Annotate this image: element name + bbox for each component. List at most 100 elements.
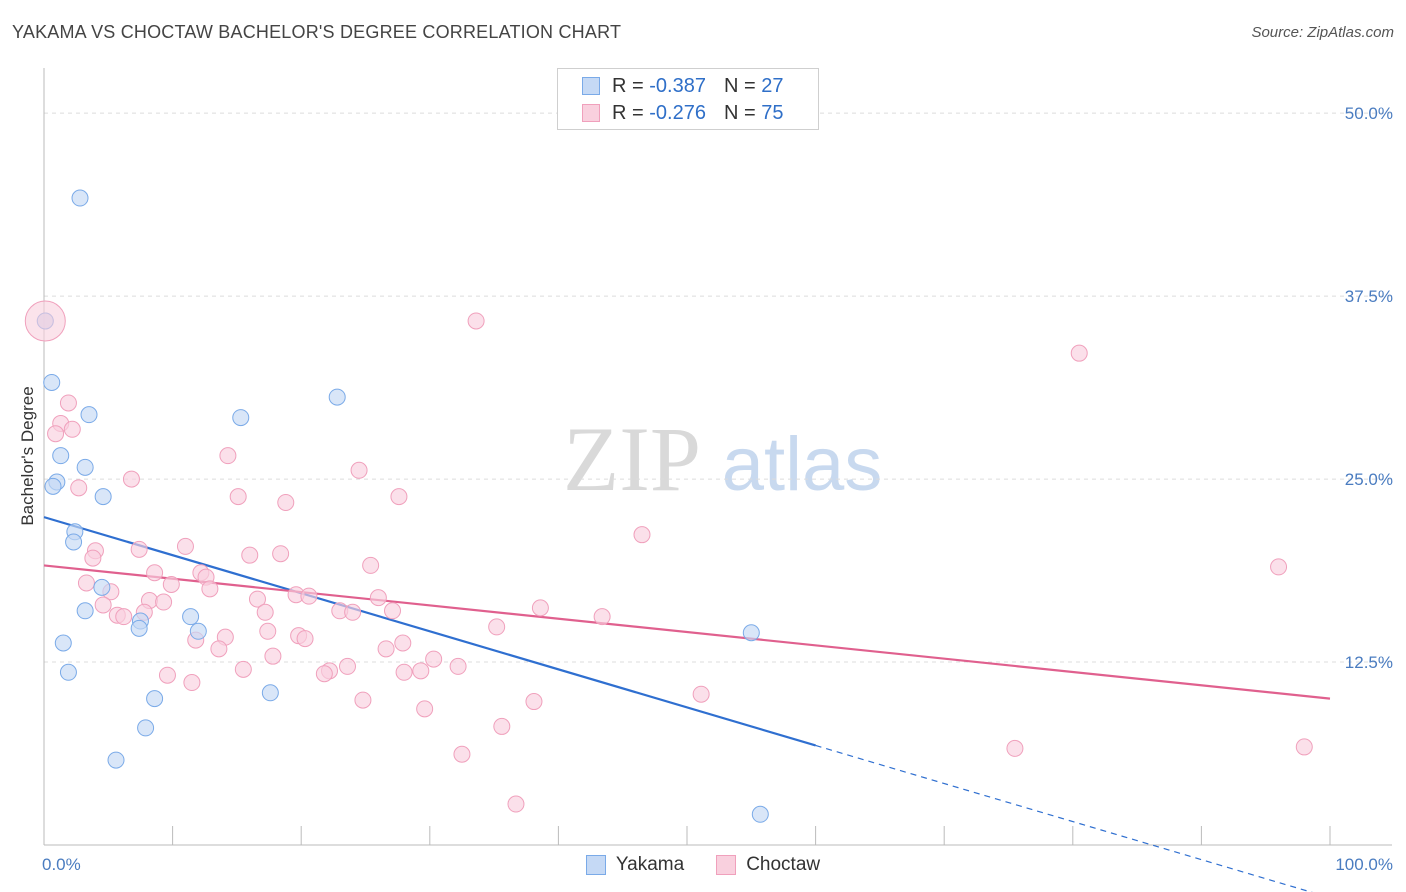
choctaw-point-43 bbox=[344, 603, 362, 621]
choctaw-point-21 bbox=[362, 556, 380, 574]
choctaw-point-58 bbox=[449, 657, 467, 675]
choctaw-point-26 bbox=[162, 575, 180, 593]
watermark: ZIP atlas bbox=[563, 408, 882, 510]
legend-choctaw-label: Choctaw bbox=[746, 854, 821, 875]
data-points bbox=[24, 189, 1313, 823]
choctaw-point-7 bbox=[219, 447, 237, 465]
choctaw-point-69 bbox=[416, 700, 434, 718]
choctaw-trend-line bbox=[43, 564, 1331, 700]
y-tick-label-2: 37.5% bbox=[1345, 287, 1393, 306]
yakama-n-value: 27 bbox=[761, 74, 784, 97]
choctaw-point-13 bbox=[277, 493, 295, 511]
choctaw-point-55 bbox=[264, 647, 282, 665]
stats-row-yakama: R = -0.387 N = 27 bbox=[582, 74, 783, 98]
choctaw-n-label: N = bbox=[723, 101, 756, 124]
choctaw-point-52 bbox=[394, 634, 412, 652]
yakama-point-2 bbox=[43, 373, 61, 391]
legend-item-yakama: Yakama bbox=[585, 854, 685, 876]
choctaw-r-label: R = bbox=[612, 101, 644, 124]
choctaw-point-31 bbox=[300, 587, 318, 605]
choctaw-point-1 bbox=[467, 312, 485, 330]
choctaw-point-74 bbox=[507, 795, 525, 813]
chart-title: YAKAMA VS CHOCTAW BACHELOR'S DEGREE CORR… bbox=[12, 22, 622, 42]
choctaw-point-2 bbox=[1070, 344, 1088, 362]
y-tick-label-3: 50.0% bbox=[1345, 104, 1393, 123]
yakama-point-7 bbox=[76, 458, 94, 476]
choctaw-point-35 bbox=[155, 593, 173, 611]
series-legend: Yakama Choctaw bbox=[0, 852, 1406, 878]
choctaw-point-18 bbox=[84, 549, 102, 567]
yakama-point-25 bbox=[107, 751, 125, 769]
yakama-point-13 bbox=[93, 578, 111, 596]
legend-yakama-swatch bbox=[585, 855, 606, 875]
yakama-point-24 bbox=[137, 719, 155, 737]
y-tick-label-1: 25.0% bbox=[1345, 470, 1393, 489]
choctaw-point-10 bbox=[70, 479, 88, 497]
yakama-point-22 bbox=[261, 684, 279, 702]
yakama-point-17 bbox=[130, 619, 148, 637]
choctaw-point-44 bbox=[115, 608, 133, 626]
yakama-point-0 bbox=[71, 189, 89, 207]
choctaw-point-19 bbox=[241, 546, 259, 564]
choctaw-point-9 bbox=[122, 470, 140, 488]
yakama-point-26 bbox=[751, 805, 769, 823]
yakama-r-label: R = bbox=[612, 74, 644, 97]
choctaw-point-56 bbox=[425, 650, 443, 668]
choctaw-point-47 bbox=[259, 622, 277, 640]
yakama-point-21 bbox=[59, 663, 77, 681]
choctaw-point-64 bbox=[158, 666, 176, 684]
choctaw-n-value: 75 bbox=[761, 101, 784, 124]
x-tick-label-0: 0.0% bbox=[42, 855, 81, 874]
yakama-point-9 bbox=[44, 477, 62, 495]
choctaw-point-53 bbox=[377, 640, 395, 658]
choctaw-point-70 bbox=[493, 717, 511, 735]
choctaw-point-37 bbox=[384, 602, 402, 620]
choctaw-point-5 bbox=[63, 420, 81, 438]
choctaw-point-59 bbox=[234, 660, 252, 678]
legend-choctaw-swatch bbox=[716, 855, 737, 875]
choctaw-point-14 bbox=[633, 526, 651, 544]
yakama-point-23 bbox=[146, 690, 164, 708]
choctaw-point-46 bbox=[488, 618, 506, 636]
choctaw-point-68 bbox=[525, 693, 543, 711]
choctaw-point-11 bbox=[229, 488, 247, 506]
choctaw-point-71 bbox=[453, 745, 471, 763]
choctaw-point-32 bbox=[369, 589, 387, 607]
yakama-point-15 bbox=[182, 608, 200, 626]
chart-source: Source: ZipAtlas.com bbox=[1251, 24, 1394, 41]
stats-legend: R = -0.387 N = 27 R = -0.276 N = 75 bbox=[557, 68, 819, 130]
legend-item-choctaw: Choctaw bbox=[716, 854, 820, 876]
watermark-atlas: atlas bbox=[722, 422, 883, 507]
yakama-point-14 bbox=[76, 602, 94, 620]
choctaw-point-57 bbox=[338, 657, 356, 675]
yakama-point-3 bbox=[328, 388, 346, 406]
yakama-trend-line bbox=[43, 516, 816, 747]
gridlines bbox=[44, 112, 1392, 663]
choctaw-point-3 bbox=[59, 394, 77, 412]
yakama-r-value: -0.387 bbox=[649, 74, 706, 97]
choctaw-edge-cluster-marker bbox=[24, 300, 66, 342]
choctaw-r-value: -0.276 bbox=[649, 101, 706, 124]
yakama-n-label: N = bbox=[723, 74, 756, 97]
choctaw-point-16 bbox=[130, 540, 148, 558]
yakama-point-19 bbox=[742, 624, 760, 642]
choctaw-point-72 bbox=[1006, 739, 1024, 757]
yakama-point-6 bbox=[52, 447, 70, 465]
legend-yakama-label: Yakama bbox=[615, 854, 685, 875]
choctaw-point-12 bbox=[390, 488, 408, 506]
choctaw-point-45 bbox=[593, 608, 611, 626]
trend-lines bbox=[43, 516, 1331, 892]
stats-row-choctaw: R = -0.276 N = 75 bbox=[582, 101, 783, 125]
yakama-point-12 bbox=[65, 533, 83, 551]
choctaw-point-36 bbox=[94, 596, 112, 614]
yakama-swatch bbox=[582, 77, 600, 95]
y-tick-labels: 12.5% 25.0% 37.5% 50.0% bbox=[1345, 104, 1393, 672]
choctaw-point-38 bbox=[531, 599, 549, 617]
choctaw-point-41 bbox=[256, 603, 274, 621]
choctaw-point-15 bbox=[176, 537, 194, 555]
choctaw-point-6 bbox=[47, 425, 65, 443]
yakama-trend-extension bbox=[815, 744, 1313, 892]
choctaw-point-28 bbox=[201, 580, 219, 598]
choctaw-point-22 bbox=[1270, 558, 1288, 576]
choctaw-point-63 bbox=[412, 662, 430, 680]
